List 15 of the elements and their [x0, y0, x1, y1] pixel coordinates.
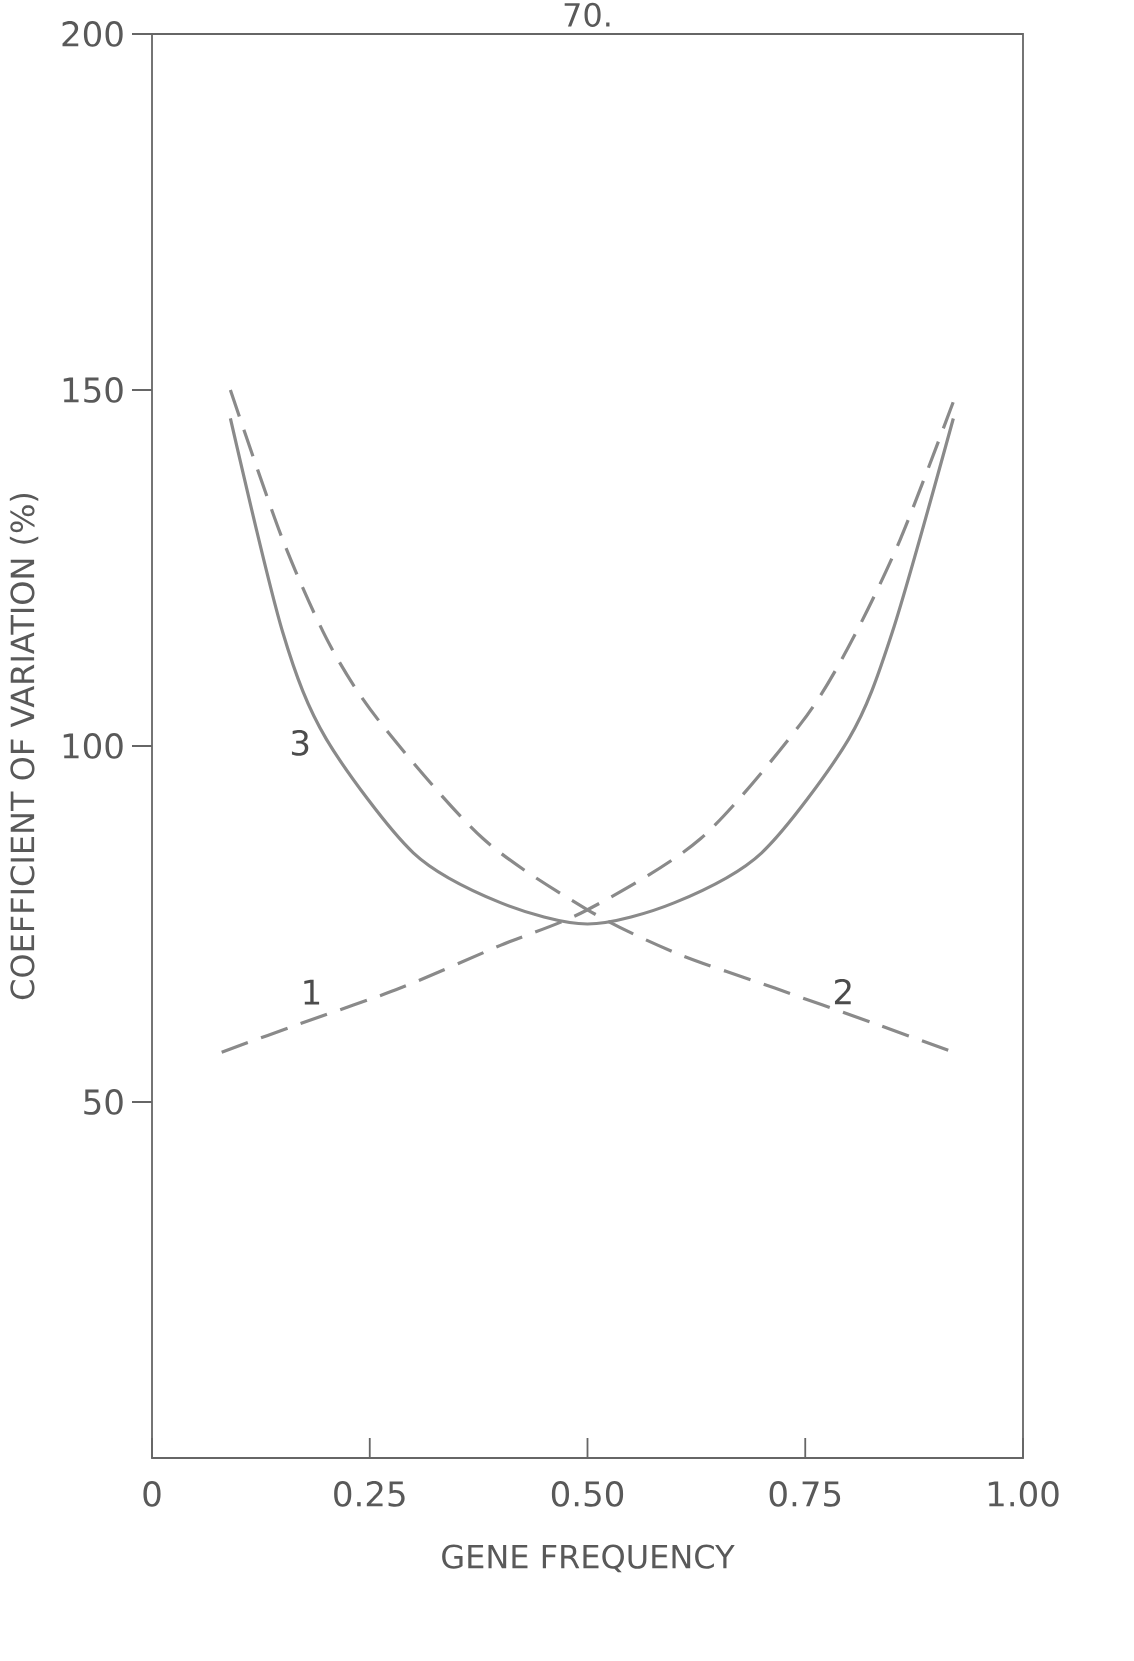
y-tick-label: 150: [63, 377, 123, 403]
series-label: 3: [291, 730, 309, 756]
y-tick-label: 100: [63, 733, 123, 759]
x-tick-label: 0: [143, 1481, 161, 1507]
series-label: 1: [304, 979, 320, 1005]
y-tick-label: 200: [62, 21, 123, 47]
x-tick-label: 0.50: [551, 1481, 624, 1507]
x-tick-label: 1.00: [988, 1481, 1059, 1507]
x-tick-label: 0.25: [334, 1481, 405, 1507]
x-axis-title: GENE FREQUENCY: [442, 1544, 735, 1573]
x-tick-label: 0.75: [769, 1481, 841, 1507]
text: 70.: [564, 2, 610, 27]
y-axis-title: COEFFICIENT OF VARIATION (%): [9, 493, 39, 1000]
series-label: 2: [834, 978, 851, 1005]
y-tick-label: 50: [84, 1089, 123, 1115]
